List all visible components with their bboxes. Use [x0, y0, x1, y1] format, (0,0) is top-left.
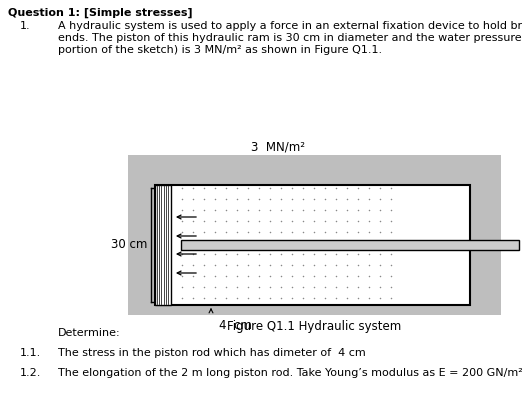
Text: 3  MN/m²: 3 MN/m²: [251, 140, 305, 153]
Text: ends. The piston of this hydraulic ram is 30 cm in diameter and the water pressu: ends. The piston of this hydraulic ram i…: [58, 33, 522, 43]
Text: 1.: 1.: [20, 21, 31, 31]
Bar: [128, 155, 501, 315]
Bar: [155, 185, 171, 305]
Text: Figure Q1.1 Hydraulic system: Figure Q1.1 Hydraulic system: [228, 320, 401, 333]
Text: portion of the sketch) is 3 MN/m² as shown in Figure Q1.1.: portion of the sketch) is 3 MN/m² as sho…: [58, 45, 382, 55]
Text: The stress in the piston rod which has dimeter of  4 cm: The stress in the piston rod which has d…: [58, 348, 366, 358]
Text: The elongation of the 2 m long piston rod. Take Young’s modulus as E = 200 GN/m²: The elongation of the 2 m long piston ro…: [58, 368, 522, 378]
Text: Question 1: [Simple stresses]: Question 1: [Simple stresses]: [8, 8, 193, 18]
Text: A hydraulic system is used to apply a force in an external fixation device to ho: A hydraulic system is used to apply a fo…: [58, 21, 522, 31]
Bar: [155, 185, 470, 305]
Bar: [181, 240, 519, 250]
Text: 1.2.: 1.2.: [20, 368, 41, 378]
Text: Determine:: Determine:: [58, 328, 121, 338]
Text: 1.1.: 1.1.: [20, 348, 41, 358]
Text: 30 cm: 30 cm: [111, 239, 147, 251]
Text: 4  cm: 4 cm: [219, 319, 252, 332]
